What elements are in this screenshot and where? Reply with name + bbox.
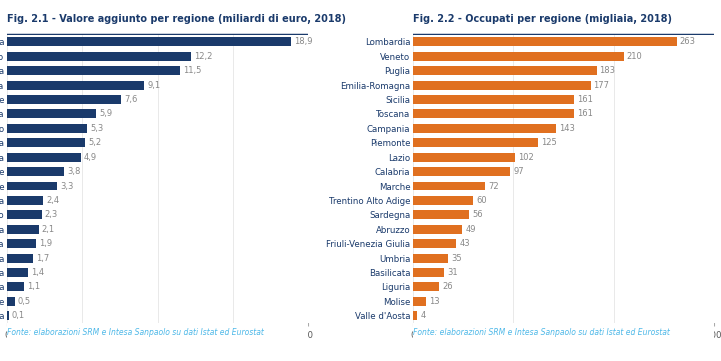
Bar [7, 138, 85, 147]
Text: 72: 72 [488, 182, 499, 191]
Text: 7,6: 7,6 [125, 95, 138, 104]
Text: Fonte: elaborazioni SRM e Intesa Sanpaolo su dati Istat ed Eurostat: Fonte: elaborazioni SRM e Intesa Sanpaol… [7, 329, 264, 338]
Bar [413, 268, 444, 277]
Text: 18,9: 18,9 [294, 37, 313, 46]
Text: 0,5: 0,5 [18, 297, 31, 306]
Bar [413, 37, 677, 46]
Text: 0,1: 0,1 [12, 311, 25, 320]
Bar [7, 124, 87, 133]
Bar [7, 37, 291, 46]
Bar [413, 210, 469, 219]
Text: 43: 43 [459, 239, 470, 248]
Text: 5,9: 5,9 [99, 109, 112, 118]
Bar [7, 153, 81, 162]
Text: 1,4: 1,4 [31, 268, 45, 277]
Bar [413, 81, 590, 90]
Text: Fig. 2.2 - Occupati per regione (migliaia, 2018): Fig. 2.2 - Occupati per regione (migliai… [413, 14, 672, 25]
Text: 210: 210 [627, 52, 642, 61]
Bar [7, 66, 180, 75]
Bar [413, 182, 485, 191]
Bar [7, 109, 96, 118]
Text: 2,3: 2,3 [45, 210, 58, 219]
Bar [7, 311, 9, 320]
Text: 263: 263 [680, 37, 696, 46]
Text: 177: 177 [593, 81, 609, 90]
Bar [413, 196, 473, 205]
Bar [413, 167, 510, 176]
Text: 102: 102 [518, 153, 534, 162]
Text: 5,3: 5,3 [90, 124, 103, 133]
Text: 60: 60 [477, 196, 487, 205]
Text: 161: 161 [578, 95, 593, 104]
Text: 1,1: 1,1 [27, 282, 40, 291]
Text: 3,3: 3,3 [60, 182, 74, 191]
Text: 35: 35 [451, 254, 462, 262]
Text: 12,2: 12,2 [194, 52, 212, 61]
Bar [413, 283, 439, 291]
Text: Fonte: elaborazioni SRM e Intesa Sanpaolo su dati Istat ed Eurostat: Fonte: elaborazioni SRM e Intesa Sanpaol… [413, 329, 670, 338]
Text: 1,7: 1,7 [36, 254, 49, 262]
Text: 13: 13 [429, 297, 440, 306]
Text: 5,2: 5,2 [89, 138, 102, 147]
Text: 9,1: 9,1 [147, 81, 160, 90]
Bar [7, 297, 14, 306]
Bar [7, 268, 28, 277]
Bar [413, 239, 456, 248]
Bar [7, 239, 36, 248]
Bar [413, 52, 624, 61]
Bar [7, 196, 43, 205]
Text: 31: 31 [447, 268, 458, 277]
Bar [7, 81, 144, 90]
Bar [7, 167, 64, 176]
Text: 125: 125 [541, 138, 557, 147]
Bar [413, 138, 539, 147]
Text: 143: 143 [559, 124, 575, 133]
Text: 97: 97 [513, 167, 524, 176]
Bar [7, 283, 24, 291]
Bar [413, 109, 575, 118]
Text: 2,1: 2,1 [42, 225, 55, 234]
Bar [7, 254, 32, 262]
Text: 11,5: 11,5 [183, 66, 201, 75]
Text: 56: 56 [472, 210, 483, 219]
Bar [413, 95, 575, 104]
Bar [7, 95, 121, 104]
Bar [413, 254, 448, 262]
Text: Fig. 2.1 - Valore aggiunto per regione (miliardi di euro, 2018): Fig. 2.1 - Valore aggiunto per regione (… [7, 14, 346, 25]
Text: 26: 26 [442, 282, 453, 291]
Text: 49: 49 [465, 225, 476, 234]
Text: 4,9: 4,9 [84, 153, 97, 162]
Bar [7, 52, 190, 61]
Bar [7, 210, 42, 219]
Text: 1,9: 1,9 [39, 239, 52, 248]
Bar [413, 153, 516, 162]
Text: 3,8: 3,8 [67, 167, 81, 176]
Bar [7, 182, 57, 191]
Bar [413, 66, 596, 75]
Bar [413, 311, 417, 320]
Bar [413, 124, 557, 133]
Bar [7, 225, 39, 234]
Text: 2,4: 2,4 [46, 196, 59, 205]
Text: 4: 4 [420, 311, 425, 320]
Text: 183: 183 [600, 66, 616, 75]
Bar [413, 297, 426, 306]
Bar [413, 225, 462, 234]
Text: 161: 161 [578, 109, 593, 118]
